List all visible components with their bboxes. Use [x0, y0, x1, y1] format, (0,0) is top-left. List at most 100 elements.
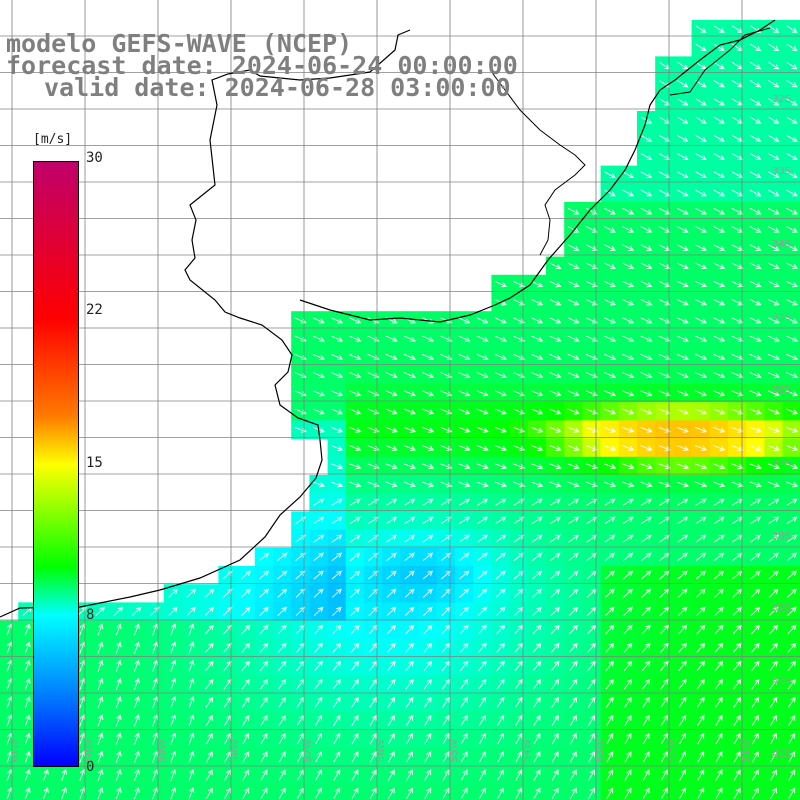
- wind-arrow: [604, 372, 617, 379]
- wind-arrow: [622, 498, 634, 506]
- wind-arrow: [205, 660, 214, 672]
- wind-arrow: [349, 426, 362, 433]
- wind-arrow: [694, 445, 708, 451]
- wind-arrow: [458, 353, 471, 360]
- wind-arrow: [350, 642, 360, 653]
- wind-arrow: [658, 498, 671, 506]
- wind-arrow: [512, 426, 526, 433]
- wind-arrow: [296, 787, 304, 799]
- wind-arrow: [604, 280, 616, 288]
- wind-arrow: [331, 390, 344, 397]
- wind-arrow: [731, 280, 744, 288]
- wind-arrow: [695, 516, 707, 525]
- wind-arrow: [424, 787, 432, 799]
- wind-arrow: [713, 498, 725, 506]
- wind-arrow: [531, 335, 544, 342]
- wind-arrow: [658, 262, 671, 270]
- wind-arrow: [694, 463, 708, 470]
- wind-arrow: [658, 408, 671, 415]
- wind-arrow: [696, 642, 706, 653]
- wind-arrow: [749, 353, 762, 360]
- wind-arrow: [567, 207, 580, 215]
- wind-arrow: [277, 624, 287, 635]
- wind-arrow: [368, 570, 379, 580]
- wind-arrow: [569, 751, 577, 763]
- wind-arrow: [785, 426, 799, 433]
- lat-label: 41S: [772, 749, 792, 760]
- wind-arrow: [385, 372, 398, 379]
- wind-arrow: [241, 696, 250, 708]
- wind-arrow: [549, 498, 562, 506]
- wind-arrow: [403, 390, 416, 397]
- wind-arrow: [640, 171, 653, 179]
- wind-arrow: [786, 134, 798, 142]
- wind-arrow: [476, 498, 489, 506]
- wind-arrow: [785, 481, 799, 488]
- wind-arrow: [732, 624, 742, 635]
- wind-cell: [782, 38, 800, 57]
- wind-arrow: [350, 660, 360, 672]
- wind-arrow: [331, 317, 343, 324]
- wind-arrow: [205, 751, 213, 763]
- wind-arrow: [585, 426, 598, 433]
- wind-arrow: [658, 226, 671, 233]
- wind-arrow: [533, 714, 541, 727]
- wind-arrow: [767, 299, 780, 306]
- wind-arrow: [677, 80, 689, 88]
- wind-arrow: [585, 445, 598, 451]
- wind-arrow: [658, 317, 671, 324]
- wind-arrow: [750, 624, 761, 635]
- wind-arrow: [497, 732, 504, 745]
- wind-arrow: [731, 353, 744, 360]
- wind-arrow: [585, 335, 598, 342]
- wind-arrow: [622, 390, 635, 397]
- wind-arrow: [260, 769, 268, 781]
- wind-arrow: [749, 372, 762, 379]
- wind-arrow: [567, 372, 580, 379]
- wind-arrow: [622, 426, 635, 433]
- wind-arrow: [242, 769, 250, 781]
- wind-arrow: [695, 335, 708, 342]
- wind-arrow: [640, 481, 653, 488]
- wind-arrow: [494, 372, 507, 379]
- wind-arrow: [713, 299, 726, 306]
- wind-arrow: [622, 335, 635, 342]
- wind-arrow: [477, 570, 488, 580]
- wind-arrow: [658, 116, 671, 124]
- wind-arrow: [695, 408, 708, 415]
- wind-arrow: [733, 787, 741, 799]
- wind-arrow: [458, 445, 471, 451]
- wind-arrow: [603, 481, 617, 488]
- wind-arrow: [569, 678, 578, 690]
- colorbar-tick: 0: [86, 759, 95, 775]
- wind-arrow: [603, 445, 617, 451]
- wind-arrow: [296, 769, 304, 781]
- wind-arrow: [369, 696, 378, 708]
- wind-arrow: [786, 299, 798, 306]
- wind-arrow: [349, 498, 361, 506]
- wind-arrow: [260, 787, 268, 799]
- wind-arrow: [186, 606, 197, 617]
- wind-arrow: [406, 751, 413, 763]
- wind-arrow: [695, 262, 707, 270]
- wind-arrow: [494, 353, 507, 360]
- wind-arrow: [97, 768, 104, 782]
- wind-arrow: [588, 732, 595, 745]
- wind-arrow: [622, 171, 634, 179]
- wind-arrow: [695, 299, 707, 306]
- wind-arrow: [531, 372, 544, 379]
- wind-arrow: [788, 787, 796, 799]
- wind-arrow: [385, 408, 398, 415]
- wind-arrow: [732, 606, 743, 617]
- wind-arrow: [786, 80, 798, 88]
- wind-arrow: [749, 463, 762, 470]
- wind-arrow: [296, 714, 304, 727]
- wind-arrow: [331, 335, 344, 342]
- wind-arrow: [204, 588, 215, 598]
- wind-arrow: [768, 498, 780, 506]
- wind-arrow: [550, 588, 561, 598]
- wind-arrow: [786, 552, 798, 561]
- wind-arrow: [170, 696, 177, 709]
- wind-arrow: [696, 678, 705, 690]
- wind-arrow: [170, 787, 177, 800]
